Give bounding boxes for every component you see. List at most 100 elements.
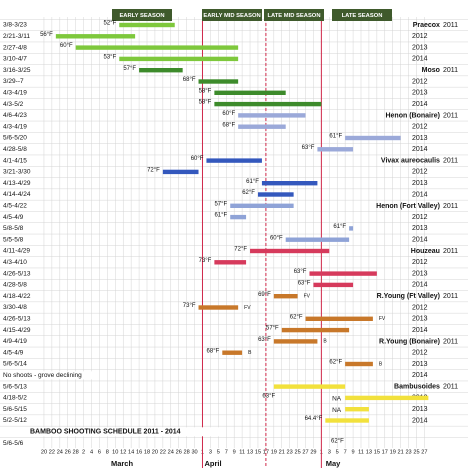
x-tick-label: 23 [405, 449, 411, 455]
series-year: 2011 [443, 338, 458, 345]
bar [198, 79, 239, 84]
date-range: 5/6-5/14 [3, 361, 27, 368]
x-tick-label: 15 [374, 449, 380, 455]
bar [345, 407, 369, 412]
range-bg [1, 382, 37, 391]
x-tick-label: 14 [128, 449, 134, 455]
bar [55, 34, 136, 39]
range-bg [1, 348, 37, 357]
x-tick-label: 20 [41, 449, 47, 455]
series-label: Moso 2011 [422, 67, 458, 74]
date-range: 4/1-4/15 [3, 157, 27, 164]
range-bg [1, 280, 37, 289]
temperature: 57°F [266, 326, 279, 332]
season-label: EARLY SEASON [119, 13, 164, 19]
x-tick-label: 11 [239, 449, 245, 455]
date-range: 4/26-5/13 [3, 316, 31, 323]
x-tick-label: 16 [136, 449, 142, 455]
date-range: 4/3-5/2 [3, 101, 24, 108]
x-tick-label: 26 [176, 449, 182, 455]
series-year: 2011 [443, 383, 458, 390]
series-year: 2012 [412, 78, 428, 85]
x-tick-label: 2 [82, 449, 85, 455]
range-bg [1, 303, 37, 312]
series-year: 2013 [412, 270, 428, 277]
range-bg [1, 100, 37, 109]
bar [75, 45, 239, 50]
temperature: 61°F [246, 179, 259, 185]
series-year: 2011 [443, 112, 458, 119]
range-bg [1, 32, 37, 41]
series-name: Houzeau [411, 248, 440, 255]
series-label: Bambusoides 2011 [394, 383, 458, 390]
series-year: 2013 [412, 316, 428, 323]
temperature: 68°F [207, 348, 220, 354]
note: FV [244, 305, 251, 311]
date-range: 4/26-5/13 [3, 270, 31, 277]
range-bg [1, 111, 37, 120]
series-year: 2014 [412, 282, 428, 289]
range-bg [1, 393, 37, 402]
month-label: March [111, 459, 134, 468]
bar [119, 56, 239, 62]
series-year: 2013 [412, 406, 428, 413]
series-year: 2012 [412, 214, 428, 221]
date-range: 4/18-5/2 [3, 395, 27, 402]
temperature: 60°F [222, 111, 235, 117]
date-range: 3/16-3/25 [3, 67, 31, 74]
temperature: 72°F [234, 247, 247, 253]
range-bg [1, 134, 37, 142]
series-year: 2011 [443, 67, 458, 74]
series-year: 2014 [412, 327, 428, 334]
series-year: 2013 [412, 180, 428, 187]
x-tick-label: 28 [184, 449, 190, 455]
season-box [264, 9, 324, 21]
x-tick-label: 7 [344, 449, 347, 455]
bar [119, 22, 175, 28]
series-year: 2012 [412, 304, 428, 311]
series-label: R.Young (Bonaire) 2011 [379, 338, 458, 345]
temperature: 61°F [214, 213, 227, 219]
range-bg [1, 314, 37, 323]
note: B [379, 361, 383, 367]
range-bg [1, 224, 37, 233]
range-bg [1, 179, 37, 188]
x-tick-label: 17 [263, 449, 269, 455]
date-range: 5/6-5/20 [3, 135, 27, 142]
x-tick-label: 13 [366, 449, 372, 455]
series-year: 2011 [443, 248, 458, 255]
range-bg [1, 122, 37, 131]
temperature: 58°F [199, 88, 212, 94]
bar [250, 248, 330, 254]
date-range: 5/6-5/15 [3, 406, 27, 413]
date-range: 4/9-4/19 [3, 338, 27, 345]
note: NA [332, 396, 342, 403]
range-bg [1, 190, 37, 199]
series-name: Henon (Bonaire) [385, 112, 439, 119]
bar [273, 339, 318, 344]
series-name: R.Young (Ft Valley) [377, 293, 440, 300]
note: FV [379, 316, 386, 322]
x-tick-label: 24 [57, 449, 63, 455]
date-range: 5/6-5/6 [3, 440, 24, 447]
bar [261, 181, 318, 186]
temperature: 62°F [329, 360, 342, 366]
x-tick-label: 13 [247, 449, 253, 455]
x-tick-label: 6 [98, 449, 101, 455]
x-tick-label: 27 [302, 449, 308, 455]
bar [345, 361, 373, 367]
date-range: 4/5-4/9 [3, 349, 24, 356]
temperature: 69°F [258, 292, 271, 298]
date-range: 3/30-4/8 [3, 304, 27, 311]
temperature: 73°F [199, 258, 212, 264]
x-tick-label: 28 [73, 449, 79, 455]
series-year: 2013 [412, 225, 428, 232]
range-bg [1, 213, 37, 222]
date-range: 4/18-4/22 [3, 293, 31, 300]
bar [305, 316, 373, 321]
range-bg [1, 201, 37, 210]
bar [281, 327, 350, 333]
series-name: R.Young (Bonaire) [379, 338, 440, 345]
